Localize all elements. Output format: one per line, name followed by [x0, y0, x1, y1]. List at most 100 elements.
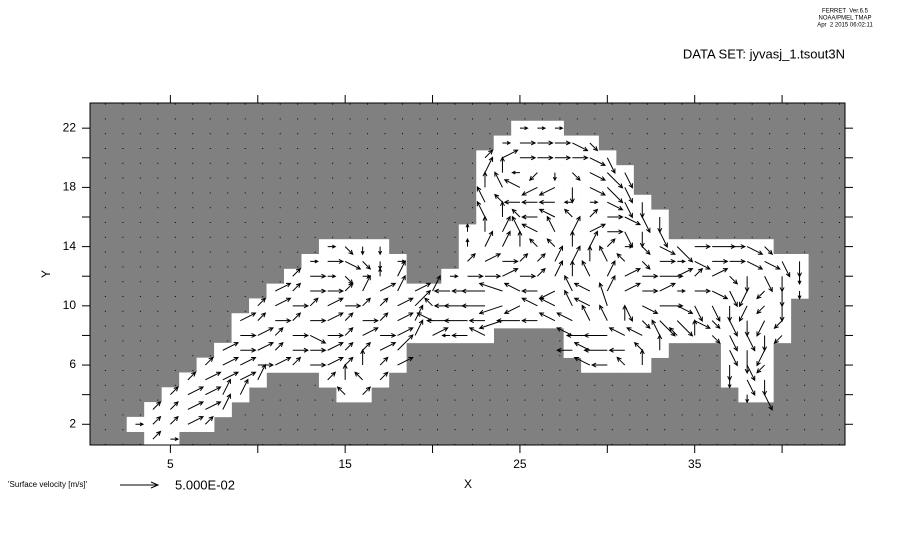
- vector-arrow: [659, 282, 676, 292]
- vector-arrow: [694, 267, 704, 277]
- ocean-cell: [685, 268, 704, 284]
- ocean-cell: [668, 328, 687, 344]
- ocean-cell: [476, 179, 495, 196]
- vector-arrow: [729, 320, 738, 337]
- vector-arrow: [606, 238, 616, 247]
- vector-arrow: [554, 245, 563, 262]
- vector-arrow: [222, 356, 240, 366]
- vector-arrow: [797, 291, 802, 300]
- vector-arrow: [484, 230, 494, 247]
- vector-arrow: [606, 172, 624, 189]
- vector-arrow: [727, 365, 733, 382]
- ocean-cell: [476, 239, 495, 255]
- vector-arrow: [511, 208, 521, 218]
- vector-arrow: [624, 187, 633, 204]
- y-tick-label: 18: [63, 180, 77, 194]
- vector-arrow: [764, 260, 781, 270]
- vector-arrow: [414, 289, 432, 307]
- vector-arrow: [344, 260, 362, 270]
- vector-arrow: [344, 327, 354, 336]
- vector-arrow: [274, 327, 284, 336]
- ocean-cell: [616, 328, 634, 344]
- vector-arrow: [451, 332, 468, 338]
- ocean-cell: [493, 283, 512, 299]
- vector-arrow: [571, 245, 581, 262]
- vector-arrow: [727, 305, 733, 323]
- ocean-cell: [616, 357, 634, 373]
- vector-arrow: [572, 142, 589, 152]
- vector-arrow: [781, 261, 791, 278]
- vector-arrow: [744, 276, 750, 293]
- vector-arrow: [309, 334, 327, 344]
- vector-arrow: [187, 371, 197, 381]
- ocean-cell: [493, 239, 512, 255]
- ocean-cell: [581, 254, 599, 270]
- vector-arrow: [563, 208, 573, 218]
- vector-arrow: [240, 347, 257, 353]
- vector-arrow: [432, 274, 441, 292]
- vector-arrow: [677, 289, 686, 293]
- vector-arrow: [275, 282, 292, 292]
- ocean-cell: [353, 372, 372, 388]
- ocean-cell: [598, 328, 617, 344]
- vector-arrow: [397, 297, 414, 307]
- vector-arrow: [546, 238, 556, 247]
- vector-arrow: [432, 327, 449, 336]
- vector-arrow: [581, 260, 591, 277]
- ocean-cell: [476, 224, 495, 240]
- vector-arrow: [397, 327, 414, 336]
- ocean-cell: [231, 387, 250, 403]
- vector-arrow: [521, 223, 538, 233]
- vector-arrow: [478, 305, 503, 315]
- ocean-cell: [546, 268, 564, 284]
- vector-arrow: [503, 179, 521, 188]
- vector-arrow: [676, 246, 694, 263]
- vector-arrow: [677, 259, 686, 264]
- vector-arrow: [379, 342, 397, 351]
- vector-arrow: [521, 199, 538, 205]
- vector-arrow: [378, 246, 383, 256]
- vector-arrow: [327, 342, 344, 351]
- vector-arrow: [484, 149, 494, 159]
- vector-arrow: [204, 415, 214, 425]
- vector-arrow: [606, 274, 616, 292]
- reference-value: 5.000E-02: [175, 477, 235, 492]
- vector-arrow: [729, 290, 738, 308]
- ocean-cell: [563, 342, 582, 358]
- vector-arrow: [538, 208, 556, 218]
- vector-arrow: [552, 172, 557, 182]
- vector-arrow: [642, 273, 659, 279]
- vector-arrow: [502, 215, 511, 233]
- ocean-cell: [563, 298, 582, 314]
- vector-arrow: [152, 415, 162, 425]
- vector-arrow: [397, 312, 414, 322]
- vector-arrow: [379, 297, 389, 307]
- vector-arrow: [606, 260, 616, 277]
- vector-arrow: [538, 186, 556, 196]
- vector-arrow: [292, 312, 302, 321]
- ocean-cell: [633, 357, 652, 373]
- ocean-cell: [528, 239, 547, 255]
- vector-arrow: [773, 320, 783, 330]
- vector-arrow: [310, 318, 327, 324]
- ocean-cell: [406, 328, 425, 344]
- vector-arrow: [397, 259, 407, 264]
- vector-arrow: [414, 319, 424, 336]
- ocean-cell: [511, 283, 529, 299]
- vector-arrow: [519, 273, 537, 279]
- vector-arrow: [659, 258, 677, 264]
- vector-arrow: [187, 401, 205, 410]
- ocean-cell: [511, 298, 529, 314]
- vector-arrow: [502, 258, 519, 264]
- vector-arrow: [729, 335, 738, 352]
- vector-arrow: [641, 320, 651, 330]
- vector-arrow: [310, 288, 327, 294]
- vector-arrow: [502, 149, 519, 159]
- vector-arrow: [152, 401, 162, 410]
- vector-arrow: [467, 273, 484, 279]
- ocean-cell: [598, 313, 617, 329]
- vector-arrow: [659, 231, 668, 249]
- vector-arrow: [344, 312, 354, 321]
- reference-vector: [120, 481, 160, 489]
- vector-arrow: [336, 386, 346, 396]
